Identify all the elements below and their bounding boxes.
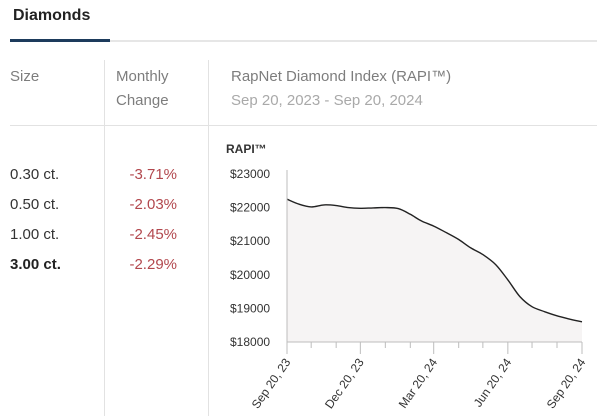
header-index: RapNet Diamond Index (RAPI™) Sep 20, 202… — [231, 65, 451, 113]
tab-diamonds[interactable]: Diamonds — [10, 0, 110, 42]
table-row: 0.30 ct. -3.71% — [0, 163, 200, 193]
x-tick-label: Dec 20, 23 — [322, 355, 367, 411]
header-monthly-change-line2: Change — [116, 92, 169, 109]
row-monthly-change: -2.45% — [129, 226, 177, 243]
table-row: 3.00 ct. -2.29% — [0, 253, 200, 283]
row-size: 1.00 ct. — [10, 226, 60, 243]
y-tick-label: $21000 — [230, 234, 270, 248]
series-line — [286, 198, 583, 323]
y-tick-label: $18000 — [230, 335, 270, 349]
header-divider — [10, 125, 597, 126]
x-tick-label: Sep 20, 24 — [544, 355, 589, 411]
y-tick-label: $23000 — [230, 167, 270, 181]
header-monthly-change: Monthly Change — [116, 65, 206, 113]
table-row: 1.00 ct. -2.45% — [0, 223, 200, 253]
row-size: 0.30 ct. — [10, 166, 60, 183]
y-axis-title: RAPI™ — [226, 142, 267, 156]
header-size: Size — [10, 68, 40, 85]
table-row: 0.50 ct. -2.03% — [0, 193, 200, 223]
tab-bar: Diamonds — [10, 0, 597, 42]
area-fill — [287, 199, 582, 342]
row-monthly-change: -2.29% — [129, 256, 177, 273]
y-tick-label: $22000 — [230, 201, 270, 215]
size-table: 0.30 ct. -3.71% 0.50 ct. -2.03% 1.00 ct.… — [0, 163, 200, 283]
row-monthly-change: -2.03% — [129, 196, 177, 213]
row-monthly-change: -3.71% — [129, 166, 177, 183]
column-divider — [208, 60, 209, 416]
y-tick-label: $20000 — [230, 268, 270, 282]
row-size: 3.00 ct. — [10, 256, 61, 273]
x-tick-label: Jun 20, 24 — [471, 355, 515, 409]
column-divider — [104, 60, 105, 416]
x-tick-label: Sep 20, 23 — [249, 355, 294, 411]
header-monthly-change-line1: Monthly — [116, 68, 169, 85]
y-tick-label: $19000 — [230, 301, 270, 315]
index-title: RapNet Diamond Index (RAPI™) — [231, 68, 452, 85]
x-tick-label: Mar 20, 24 — [396, 355, 441, 410]
row-size: 0.50 ct. — [10, 196, 60, 213]
index-date-range: Sep 20, 2023 - Sep 20, 2024 — [231, 92, 423, 109]
rapi-chart: RAPI™ $23000 $22000 $21000 $20000 $19000 $1800… — [226, 142, 589, 411]
